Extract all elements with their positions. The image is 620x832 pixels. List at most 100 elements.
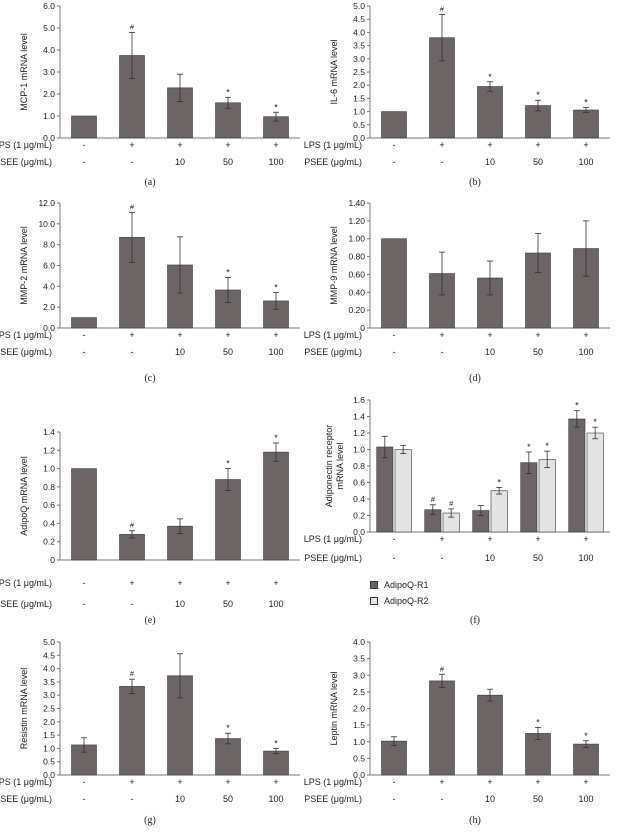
row-label-psee-c: PSEE (μg/mL) (0, 347, 52, 357)
y-tick-label-h: 1.5 (353, 720, 365, 730)
y-tick-label-b: 2.5 (353, 67, 365, 77)
y-tick-label-g: 0.5 (43, 757, 55, 767)
y-tick-label-a: 0.0 (43, 133, 55, 143)
psee-value-g: 100 (268, 794, 283, 804)
row-label-psee-e: PSEE (μg/mL) (0, 599, 52, 609)
y-tick-label-c: 0.0 (43, 323, 55, 333)
y-tick-label-b: 5.0 (353, 1, 365, 11)
bar-e-s0-c4 (263, 451, 289, 561)
chart-panel-d: 0 0.20 0.40 0.60 0.80 1.00 1.20 1.40 MMP-9 mRNA … (304, 195, 620, 390)
legend-item-r1: AdipoQ-R1 (370, 577, 429, 593)
row-label-psee-f: PSEE (μg/mL) (304, 553, 362, 563)
significance-mark-g: * (274, 738, 278, 748)
y-tick-label-e: 0.6 (43, 500, 55, 510)
y-tick-label-c: 4.0 (43, 281, 55, 291)
lps-value-d: + (535, 330, 540, 340)
psee-value-a: - (83, 157, 86, 167)
y-tick-label-e: 0.2 (43, 537, 55, 547)
y-tick-label-a: 3.0 (43, 67, 55, 77)
significance-mark-f: * (527, 442, 531, 452)
lps-value-a: + (225, 140, 230, 150)
y-tick-label-c: 8.0 (43, 240, 55, 250)
lps-value-h: - (393, 777, 396, 787)
y-tick-label-d: 1.40 (348, 198, 365, 208)
significance-mark-b: * (584, 97, 588, 107)
chart-svg-a: 0.0 1.0 2.0 3.0 4.0 5.0 6.0 MCP-1 mRNA level # * *… (0, 1, 300, 167)
y-tick-label-h: 0.0 (353, 770, 365, 780)
row-label-psee-g: PSEE (μg/mL) (0, 794, 52, 804)
y-tick-label-f: 1.0 (353, 445, 365, 455)
bar-h-s0-c2 (477, 694, 503, 776)
psee-value-b: - (393, 157, 396, 167)
y-tick-label-e: 0.8 (43, 482, 55, 492)
y-tick-label-h: 0.5 (353, 753, 365, 763)
y-tick-label-d: 0.80 (348, 252, 365, 262)
y-tick-label-g: 1.0 (43, 743, 55, 753)
lps-value-g: + (177, 777, 182, 787)
lps-value-h: + (439, 777, 444, 787)
psee-value-e: - (131, 599, 134, 609)
psee-value-d: 10 (485, 347, 495, 357)
y-tick-label-g: 2.5 (43, 704, 55, 714)
psee-value-h: 50 (533, 794, 543, 804)
y-tick-label-b: 1.5 (353, 93, 365, 103)
chart-panel-e: 0 0.2 0.4 0.6 0.8 1.0 1.2 1.4 AdipoQ mRNA level #… (0, 395, 310, 635)
y-axis-label-d: MMP-9 mRNA level (329, 226, 339, 305)
lps-value-g: + (225, 777, 230, 787)
y-tick-label-h: 1.0 (353, 737, 365, 747)
row-label-lps-b: LPS (1 μg/mL) (304, 140, 362, 150)
lps-value-c: + (225, 330, 230, 340)
significance-mark-f: * (575, 401, 579, 411)
psee-value-g: - (131, 794, 134, 804)
y-tick-label-b: 4.5 (353, 14, 365, 24)
y-tick-label-a: 6.0 (43, 1, 55, 11)
legend-item-r2: AdipoQ-R2 (370, 593, 429, 609)
y-axis-label-c: MMP-2 mRNA level (19, 226, 29, 305)
y-tick-label-a: 1.0 (43, 111, 55, 121)
significance-mark-a: * (274, 102, 278, 112)
row-label-lps-a: LPS (1 μg/mL) (0, 140, 52, 150)
chart-svg-g: 0.0 0.5 1.0 1.5 2.0 2.5 3.0 3.5 4.0 4.5 5.0 Resisti… (0, 637, 300, 804)
psee-value-e: - (83, 599, 86, 609)
psee-value-f: - (393, 553, 396, 563)
psee-value-a: - (131, 157, 134, 167)
psee-value-h: - (441, 794, 444, 804)
lps-value-h: + (583, 777, 588, 787)
row-label-lps-h: LPS (1 μg/mL) (304, 777, 362, 787)
y-tick-label-a: 5.0 (43, 23, 55, 33)
row-label-lps-e: LPS (1 μg/mL) (0, 578, 52, 588)
y-tick-label-e: 0 (50, 555, 55, 565)
lps-value-d: + (439, 330, 444, 340)
lps-value-e: + (129, 578, 134, 588)
psee-value-h: 100 (578, 794, 593, 804)
psee-value-c: - (83, 347, 86, 357)
y-axis-label-line-f: mRNA level (335, 442, 345, 489)
y-tick-label-f: 0.8 (353, 461, 365, 471)
y-tick-label-h: 2.0 (353, 704, 365, 714)
lps-value-b: + (487, 140, 492, 150)
psee-value-c: 10 (175, 347, 185, 357)
psee-value-h: 10 (485, 794, 495, 804)
y-axis-label-line-f: Adiponectin receptor (324, 425, 334, 508)
y-tick-label-f: 1.2 (353, 428, 365, 438)
lps-value-b: + (583, 140, 588, 150)
y-tick-label-g: 3.0 (43, 690, 55, 700)
psee-value-b: 50 (533, 157, 543, 167)
lps-value-b: - (393, 140, 396, 150)
significance-mark-c: # (130, 202, 135, 211)
y-axis-label-e: AdipoQ mRNA level (19, 456, 29, 536)
y-tick-label-d: 0.20 (348, 305, 365, 315)
bar-d-s0-c0 (381, 238, 407, 329)
y-tick-label-e: 1.4 (43, 427, 55, 437)
chart-panel-b: 0.0 0.5 1.0 1.5 2.0 2.5 3.0 3.5 4.0 4.5 5.0 IL-6 mR… (304, 0, 620, 195)
row-label-lps-c: LPS (1 μg/mL) (0, 330, 52, 340)
y-tick-label-d: 0.40 (348, 287, 365, 297)
bar-a-s0-c1 (119, 55, 145, 139)
psee-value-c: 100 (268, 347, 283, 357)
y-tick-label-f: 0.4 (353, 494, 365, 504)
y-tick-label-h: 3.0 (353, 670, 365, 680)
significance-mark-h: * (536, 717, 540, 727)
bar-f-s0-c0 (376, 446, 394, 533)
lps-value-g: - (83, 777, 86, 787)
row-label-psee-d: PSEE (μg/mL) (304, 347, 362, 357)
